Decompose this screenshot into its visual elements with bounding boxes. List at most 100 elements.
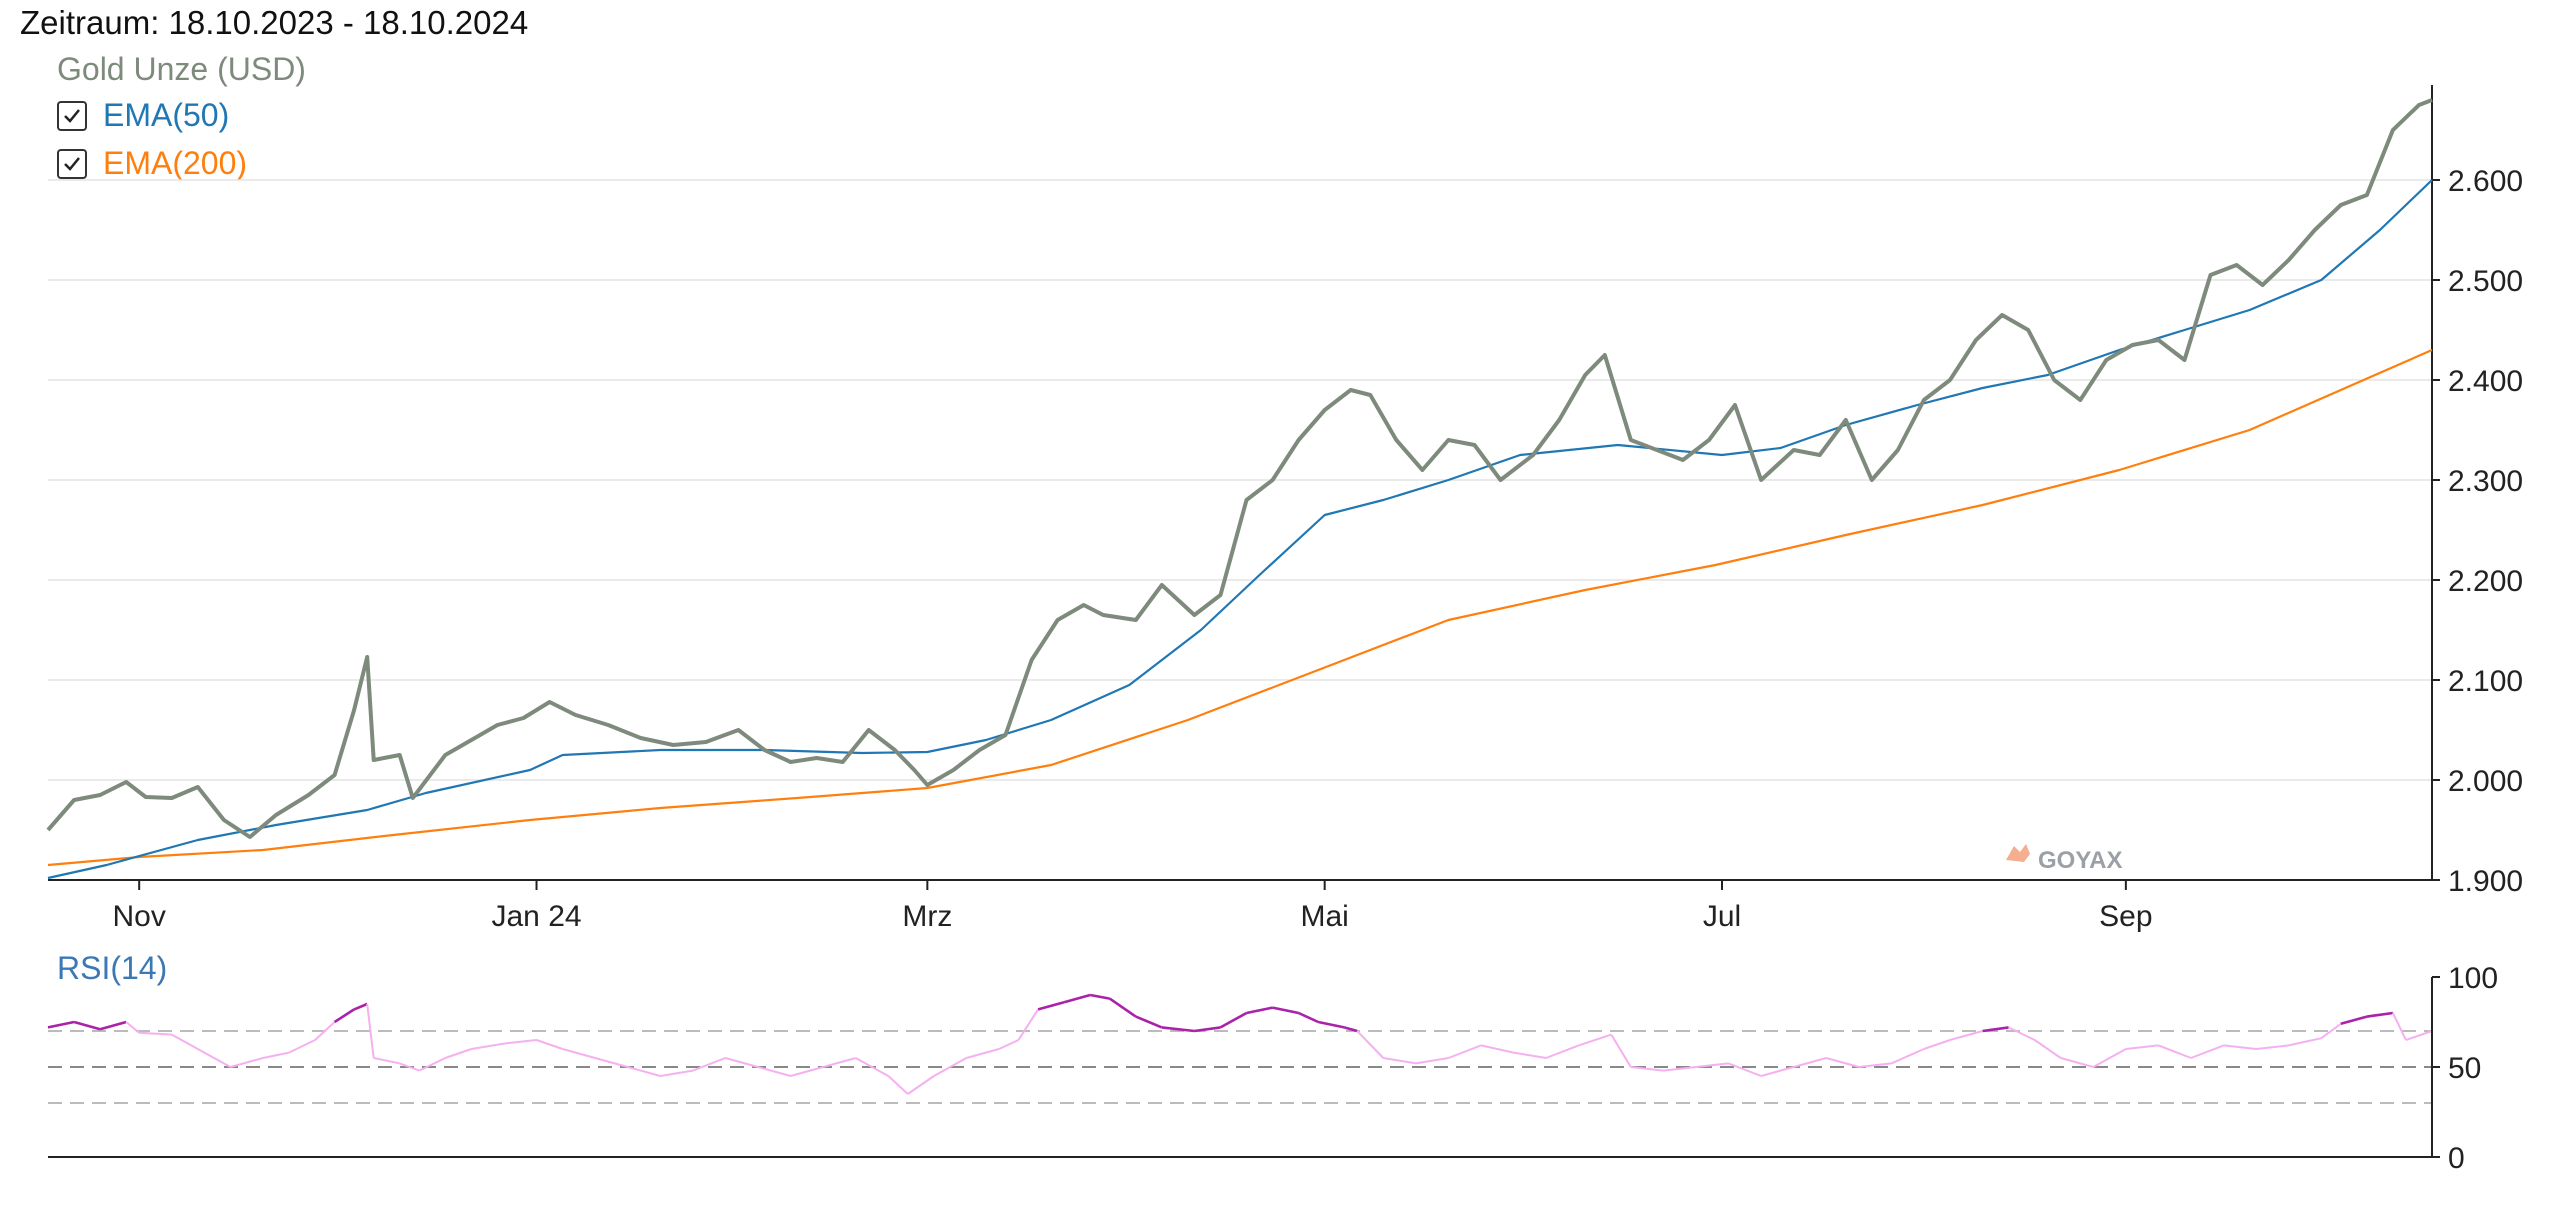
rsi-line-segment — [1343, 1026, 1358, 1033]
rsi-line-segment — [1108, 997, 1137, 1018]
rsi-line-segment — [314, 1021, 336, 1041]
price-line — [46, 98, 2433, 839]
rsi-line-segment — [1663, 1066, 1697, 1072]
rsi-line-segment — [1135, 1015, 1163, 1029]
rsi-y-tick-label: 50 — [2448, 1052, 2481, 1085]
rsi-line-segment — [2092, 1048, 2127, 1068]
rsi-line-segment — [1415, 1057, 1449, 1065]
legend-main-label: Gold Unze (USD) — [57, 51, 306, 87]
rsi-line-segment — [1728, 1062, 1762, 1077]
rsi-line-segment — [2060, 1057, 2094, 1068]
rsi-line-segment — [1630, 1066, 1664, 1072]
rsi-line-segment — [353, 1002, 368, 1011]
rsi-line-segment — [2223, 1044, 2257, 1050]
ema200-label[interactable]: EMA(200) — [103, 145, 248, 181]
rsi-line-segment — [660, 1069, 694, 1077]
rsi-line-segment — [1949, 1030, 1983, 1041]
rsi-line-segment — [725, 1057, 759, 1068]
rsi-line-segment — [1356, 1030, 1385, 1059]
rsi-line-segment — [1246, 1006, 1273, 1015]
rsi-line-segment — [1317, 1020, 1345, 1029]
rsi-line-segment — [444, 1048, 472, 1059]
rsi-line-segment — [966, 1048, 1000, 1059]
rsi-line-segment — [594, 1057, 628, 1068]
rsi-line-segment — [333, 1008, 355, 1024]
rsi-line-segment — [2340, 1015, 2368, 1026]
rsi-line-segment — [1578, 1033, 1612, 1047]
rsi-line-segment — [2405, 1030, 2433, 1041]
rsi-line-segment — [503, 1039, 537, 1045]
rsi-line-segment — [262, 1051, 290, 1059]
rsi-line-segment — [1219, 1011, 1248, 1029]
x-tick-label: Mrz — [902, 900, 952, 933]
y-tick-label: 2.400 — [2448, 365, 2523, 398]
rsi-line-segment — [171, 1033, 199, 1050]
rsi-line-segment — [197, 1048, 231, 1068]
rsi-line-segment — [1298, 1011, 1319, 1024]
rsi-line-segment — [2255, 1044, 2289, 1050]
rsi-line-segment — [2391, 1012, 2407, 1041]
x-tick-label: Nov — [113, 900, 166, 933]
rsi-line-segment — [822, 1057, 856, 1068]
rsi-line-segment — [2034, 1039, 2062, 1059]
rsi-line-segment — [1383, 1057, 1417, 1065]
y-tick-label: 2.600 — [2448, 165, 2523, 198]
ema50-checkbox[interactable] — [57, 101, 87, 131]
rsi-line-segment — [562, 1048, 596, 1059]
rsi-line-segment — [1760, 1066, 1794, 1077]
rsi-line-segment — [1793, 1057, 1827, 1068]
ema200-checkbox[interactable] — [57, 149, 87, 179]
x-tick-label: Jul — [1703, 900, 1741, 933]
y-tick-label: 2.100 — [2448, 665, 2523, 698]
rsi-line-segment — [125, 1021, 140, 1034]
rsi-line-segment — [373, 1057, 400, 1065]
rsi-line-segment — [2320, 1022, 2342, 1040]
rsi-line-segment — [99, 1020, 127, 1031]
ema200-line — [47, 348, 2433, 867]
rsi-line-segment — [1513, 1051, 1547, 1059]
rsi-label: RSI(14) — [57, 950, 168, 986]
rsi-line-segment — [1695, 1062, 1729, 1068]
ema50-label[interactable]: EMA(50) — [103, 97, 230, 133]
y-tick-label: 2.200 — [2448, 565, 2523, 598]
x-tick-label: Sep — [2099, 900, 2152, 933]
rsi-line-segment — [627, 1066, 661, 1077]
rsi-line-segment — [1982, 1026, 2009, 1033]
rsi-line-segment — [288, 1039, 316, 1054]
rsi-line-segment — [2125, 1044, 2159, 1050]
rsi-line-segment — [230, 1057, 264, 1068]
rsi-line-segment — [998, 1039, 1019, 1050]
rsi-line-segment — [1448, 1044, 1482, 1059]
rsi-line-segment — [757, 1066, 791, 1077]
watermark-bull-icon — [2006, 844, 2030, 862]
rsi-line-segment — [1037, 1000, 1065, 1011]
y-tick-label: 2.000 — [2448, 765, 2523, 798]
rsi-line-segment — [1017, 1008, 1039, 1041]
rsi-line-segment — [1161, 1026, 1195, 1033]
rsi-line-segment — [366, 1003, 375, 1059]
rsi-line-segment — [471, 1042, 505, 1050]
rsi-line-segment — [2366, 1011, 2394, 1018]
x-tick-label: Mai — [1301, 900, 1349, 933]
rsi-y-tick-label: 100 — [2448, 962, 2498, 995]
rsi-line-segment — [2190, 1044, 2224, 1059]
rsi-line-segment — [1890, 1048, 1925, 1065]
rsi-line-segment — [399, 1062, 420, 1072]
rsi-line-segment — [536, 1039, 563, 1050]
rsi-line-segment — [2288, 1037, 2322, 1047]
rsi-line-segment — [1089, 993, 1110, 1000]
x-tick-label: Jan 24 — [491, 900, 581, 933]
rsi-line-segment — [855, 1057, 889, 1077]
rsi-line-segment — [887, 1075, 909, 1095]
rsi-line-segment — [1063, 993, 1091, 1004]
rsi-line-segment — [418, 1057, 446, 1072]
rsi-line-segment — [1480, 1044, 1514, 1054]
watermark-text: GOYAX — [2038, 847, 2122, 874]
rsi-line-segment — [47, 1020, 75, 1029]
period-label: Zeitraum: 18.10.2023 - 18.10.2024 — [20, 4, 529, 41]
rsi-line-segment — [1272, 1006, 1299, 1015]
rsi-line-segment — [692, 1057, 726, 1072]
checkmark-icon — [64, 109, 80, 123]
rsi-line-segment — [907, 1075, 935, 1095]
